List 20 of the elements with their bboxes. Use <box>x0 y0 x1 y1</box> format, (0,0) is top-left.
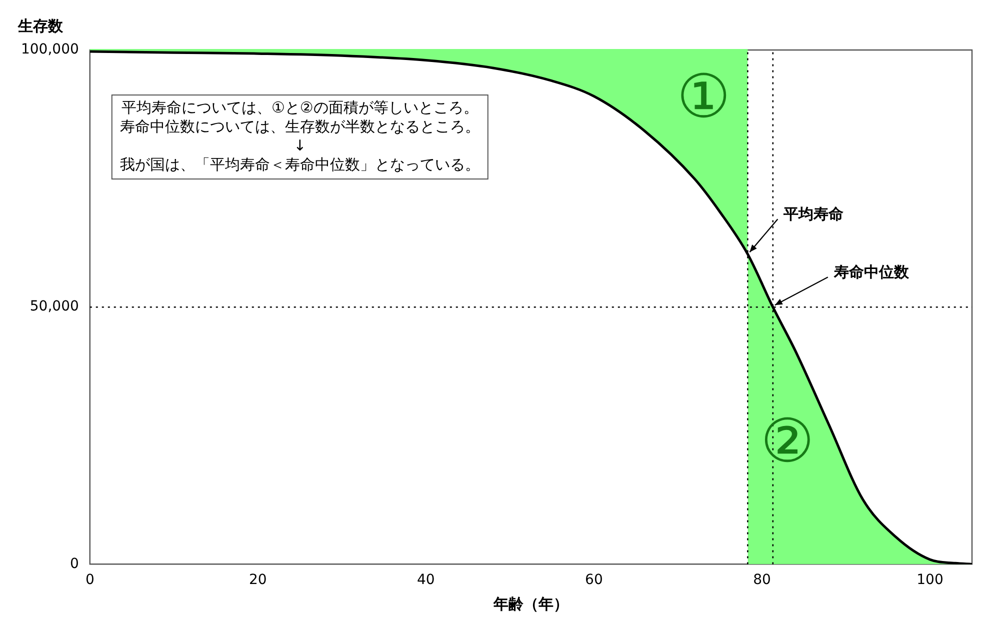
ref-line-label: 寿命中位数 <box>832 262 910 281</box>
annotation: 寿命中位数については、生存数が半数となるところ。 <box>120 117 480 136</box>
y-axis-title: 生存数 <box>17 16 64 35</box>
ref-line-label: 平均寿命 <box>782 205 845 224</box>
x-tick-label: 60 <box>585 572 603 588</box>
x-tick-label: 0 <box>85 572 94 588</box>
annotation: ② <box>760 406 814 477</box>
x-tick-label: 20 <box>249 572 267 588</box>
y-tick-label: 100,000 <box>20 42 79 58</box>
y-tick-label: 50,000 <box>30 298 79 315</box>
x-axis-title: 年齢（年） <box>492 594 568 613</box>
annotation: 我が国は、「平均寿命＜寿命中位数」となっている。 <box>120 155 480 174</box>
line-series <box>90 50 972 564</box>
annotation: ↓ <box>294 136 306 154</box>
annotation: 平均寿命については、①と②の面積が等しいところ。 <box>121 98 478 116</box>
x-tick-label: 80 <box>753 572 771 588</box>
x-tick-label: 40 <box>417 572 435 588</box>
y-tick-label: 0 <box>70 556 79 572</box>
x-tick-label: 100 <box>916 572 944 588</box>
annotation: ① <box>676 62 730 132</box>
